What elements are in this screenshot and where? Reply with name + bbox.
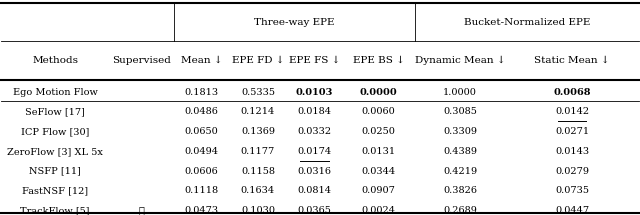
Text: Supervised: Supervised: [112, 56, 171, 65]
Text: 0.4389: 0.4389: [443, 147, 477, 156]
Text: 0.1118: 0.1118: [184, 186, 219, 195]
Text: 0.0131: 0.0131: [362, 147, 396, 156]
Text: 0.1214: 0.1214: [241, 107, 275, 116]
Text: 0.3085: 0.3085: [444, 107, 477, 116]
Text: 0.0174: 0.0174: [298, 147, 332, 156]
Text: FastNSF [12]: FastNSF [12]: [22, 186, 88, 195]
Text: 0.0814: 0.0814: [298, 186, 332, 195]
Text: 0.0344: 0.0344: [362, 167, 396, 176]
Text: 0.0142: 0.0142: [555, 107, 589, 116]
Text: 0.1030: 0.1030: [241, 206, 275, 215]
Text: Methods: Methods: [32, 56, 78, 65]
Text: 0.0024: 0.0024: [362, 206, 396, 215]
Text: 0.0068: 0.0068: [554, 88, 591, 97]
Text: 0.0103: 0.0103: [296, 88, 333, 97]
Text: ZeroFlow [3] XL 5x: ZeroFlow [3] XL 5x: [7, 147, 103, 156]
Text: TrackFlow [5]: TrackFlow [5]: [20, 206, 90, 215]
Text: 0.0650: 0.0650: [185, 127, 218, 136]
Text: 0.1177: 0.1177: [241, 147, 275, 156]
Text: EPE FD ↓: EPE FD ↓: [232, 56, 284, 65]
Text: 0.0494: 0.0494: [184, 147, 219, 156]
Text: 0.0486: 0.0486: [185, 107, 218, 116]
Text: 0.0184: 0.0184: [298, 107, 332, 116]
Text: 0.0447: 0.0447: [555, 206, 589, 215]
Text: 0.0279: 0.0279: [555, 167, 589, 176]
Text: 0.1158: 0.1158: [241, 167, 275, 176]
Text: 0.0316: 0.0316: [298, 167, 332, 176]
Text: EPE BS ↓: EPE BS ↓: [353, 56, 404, 65]
Text: 0.0143: 0.0143: [555, 147, 589, 156]
Text: ✓: ✓: [138, 206, 145, 215]
Text: 0.0907: 0.0907: [362, 186, 396, 195]
Text: 0.0271: 0.0271: [555, 127, 589, 136]
Text: Bucket-Normalized EPE: Bucket-Normalized EPE: [463, 18, 590, 27]
Text: Three-way EPE: Three-way EPE: [254, 18, 335, 27]
Text: SeFlow [17]: SeFlow [17]: [25, 107, 85, 116]
Text: 0.4219: 0.4219: [443, 167, 477, 176]
Text: 0.0250: 0.0250: [362, 127, 396, 136]
Text: 0.0000: 0.0000: [360, 88, 397, 97]
Text: Dynamic Mean ↓: Dynamic Mean ↓: [415, 56, 506, 65]
Text: 0.0332: 0.0332: [298, 127, 332, 136]
Text: 0.0473: 0.0473: [184, 206, 219, 215]
Text: 1.0000: 1.0000: [444, 88, 477, 97]
Text: 0.1813: 0.1813: [184, 88, 219, 97]
Text: Ego Motion Flow: Ego Motion Flow: [13, 88, 97, 97]
Text: ICP Flow [30]: ICP Flow [30]: [21, 127, 89, 136]
Text: 0.0735: 0.0735: [555, 186, 589, 195]
Text: NSFP [11]: NSFP [11]: [29, 167, 81, 176]
Text: 0.2689: 0.2689: [444, 206, 477, 215]
Text: 0.1369: 0.1369: [241, 127, 275, 136]
Text: 0.5335: 0.5335: [241, 88, 275, 97]
Text: Static Mean ↓: Static Mean ↓: [534, 56, 610, 65]
Text: 0.0606: 0.0606: [185, 167, 218, 176]
Text: 0.1634: 0.1634: [241, 186, 275, 195]
Text: Mean ↓: Mean ↓: [180, 56, 223, 65]
Text: 0.0365: 0.0365: [298, 206, 332, 215]
Text: 0.3309: 0.3309: [443, 127, 477, 136]
Text: 0.0060: 0.0060: [362, 107, 396, 116]
Text: EPE FS ↓: EPE FS ↓: [289, 56, 340, 65]
Text: 0.3826: 0.3826: [443, 186, 477, 195]
